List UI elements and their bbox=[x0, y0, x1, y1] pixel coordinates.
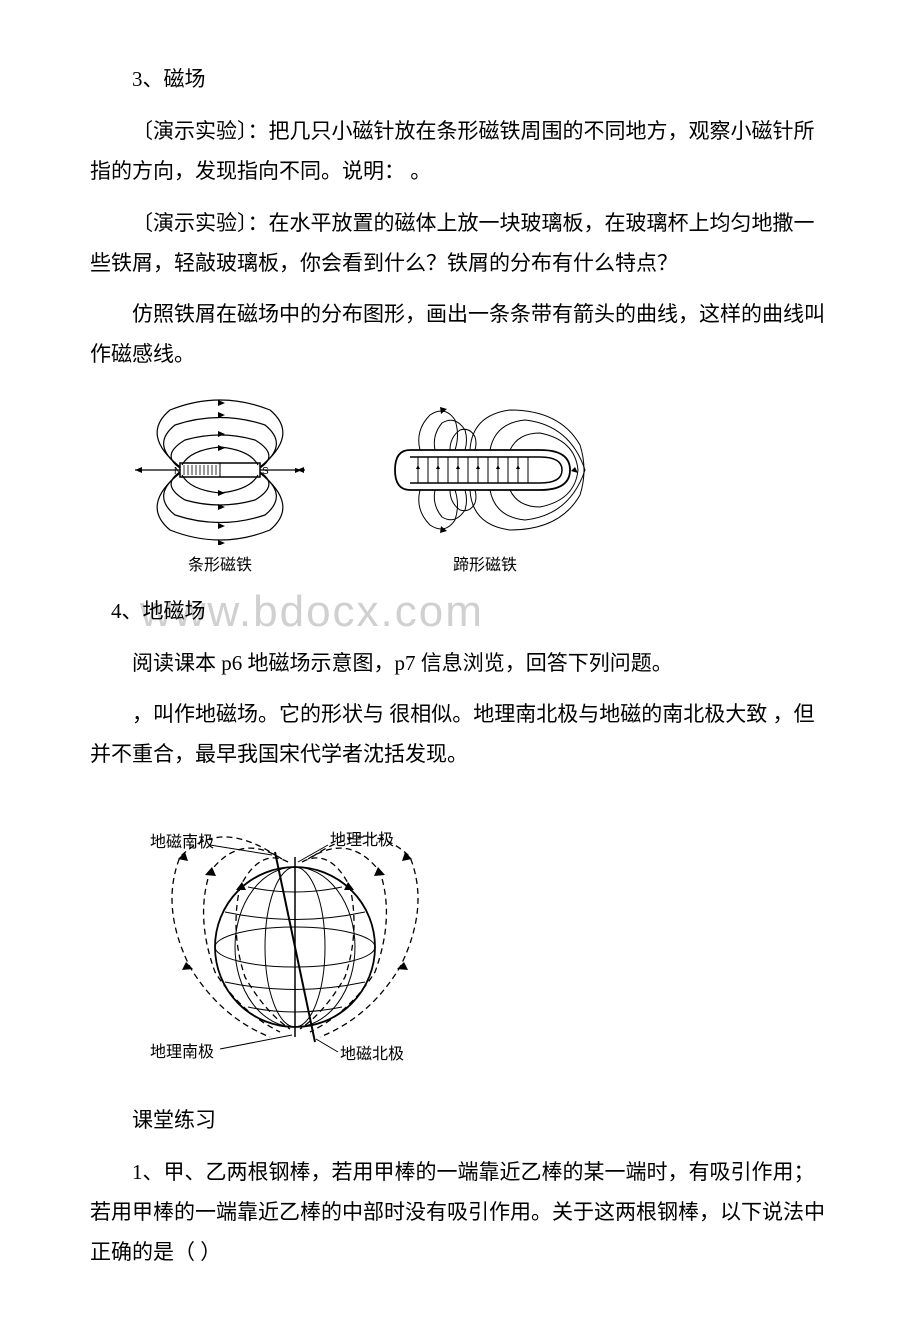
bar-magnet-caption: 条形磁铁 bbox=[188, 551, 252, 581]
section-4-p2: ，叫作地磁场。它的形状与 很相似。地理南北极与地磁的南北极大致 ，但并不重合，最… bbox=[90, 695, 830, 775]
section-3-heading: 3、磁场 bbox=[90, 60, 830, 100]
section-3-p3: 仿照铁屑在磁场中的分布图形，画出一条条带有箭头的曲线，这样的曲线叫作磁感线。 bbox=[90, 295, 830, 375]
figure-row-1: N S bbox=[130, 395, 830, 581]
section-4-p1-mid: 地磁场示意图， bbox=[248, 651, 395, 675]
section-4-p1-prefix: 阅读课本 bbox=[132, 651, 221, 675]
mag-north-label: 地磁北极 bbox=[340, 1045, 404, 1063]
mag-south-label: 地磁南极 bbox=[150, 833, 214, 851]
section-4-p1-p7: p7 bbox=[395, 651, 421, 675]
bar-magnet-svg: N S bbox=[130, 395, 310, 545]
exercise-heading: 课堂练习 bbox=[90, 1101, 830, 1141]
exercise-q1: 1、甲、乙两根钢棒，若用甲棒的一端靠近乙棒的某一端时，有吸引作用；若用甲棒的一端… bbox=[90, 1153, 830, 1273]
section-4-p1: 阅读课本 p6 地磁场示意图，p7 信息浏览，回答下列问题。 bbox=[90, 644, 830, 684]
section-3-p1: 〔演示实验〕：把几只小磁针放在条形磁铁周围的不同地方，观察小磁针所指的方向，发现… bbox=[90, 112, 830, 192]
geo-north-label: 地理北极 bbox=[330, 831, 394, 849]
section-3-p2: 〔演示实验〕：在水平放置的磁体上放一块玻璃板，在玻璃杯上均匀地撒一些铁屑，轻敲玻… bbox=[90, 204, 830, 284]
earth-magnetic-field-svg: 地磁南极 地理北极 地理南极 地磁北极 bbox=[130, 797, 460, 1077]
horseshoe-svg bbox=[370, 395, 600, 545]
bar-magnet-figure: N S bbox=[130, 395, 310, 581]
document-content: 3、磁场 〔演示实验〕：把几只小磁针放在条形磁铁周围的不同地方，观察小磁针所指的… bbox=[90, 60, 830, 1273]
section-4-heading: 4、地磁场 bbox=[111, 592, 830, 632]
section-4-p1-suffix: 信息浏览，回答下列问题。 bbox=[421, 651, 673, 675]
horseshoe-caption: 蹄形磁铁 bbox=[453, 551, 517, 581]
horseshoe-figure: 蹄形磁铁 bbox=[370, 395, 600, 581]
geo-south-label: 地理南极 bbox=[150, 1043, 214, 1061]
section-4-p1-p6: p6 bbox=[221, 651, 247, 675]
